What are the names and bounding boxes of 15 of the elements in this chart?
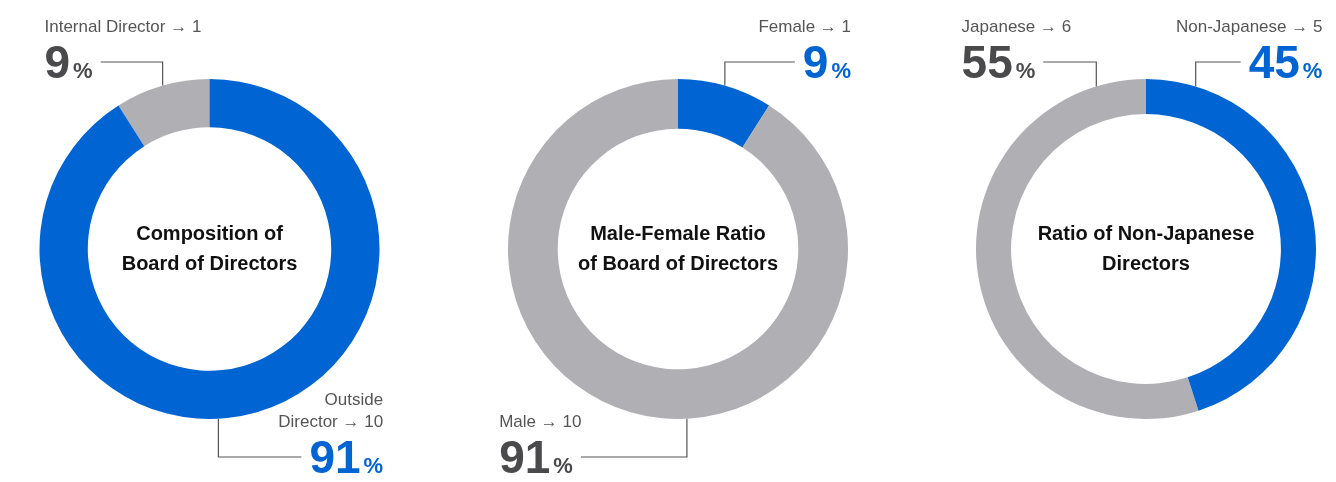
data-label: 91% — [499, 431, 573, 482]
text: Ratio of Non-Japanese Directors — [1037, 221, 1255, 274]
slice-label: Outside Director → 10 — [278, 390, 384, 431]
slice-label: Male → 10 — [499, 412, 582, 431]
slice-label: Japanese → 6 — [961, 17, 1072, 36]
data-label: 91% — [309, 431, 384, 482]
text: Male-Female Ratio of Board of Directors — [577, 221, 779, 274]
slice-label: Female → 1 — [758, 17, 851, 36]
slice-label: Non-Japanese → 5 — [1175, 17, 1323, 36]
data-label: 45% — [1248, 36, 1323, 88]
slice-label: Internal Director → 1 — [44, 17, 202, 36]
text: Composition of Board of Directors — [121, 221, 298, 274]
data-label: 9% — [44, 36, 93, 88]
data-label: 55% — [961, 36, 1036, 88]
data-label: 9% — [802, 36, 851, 88]
